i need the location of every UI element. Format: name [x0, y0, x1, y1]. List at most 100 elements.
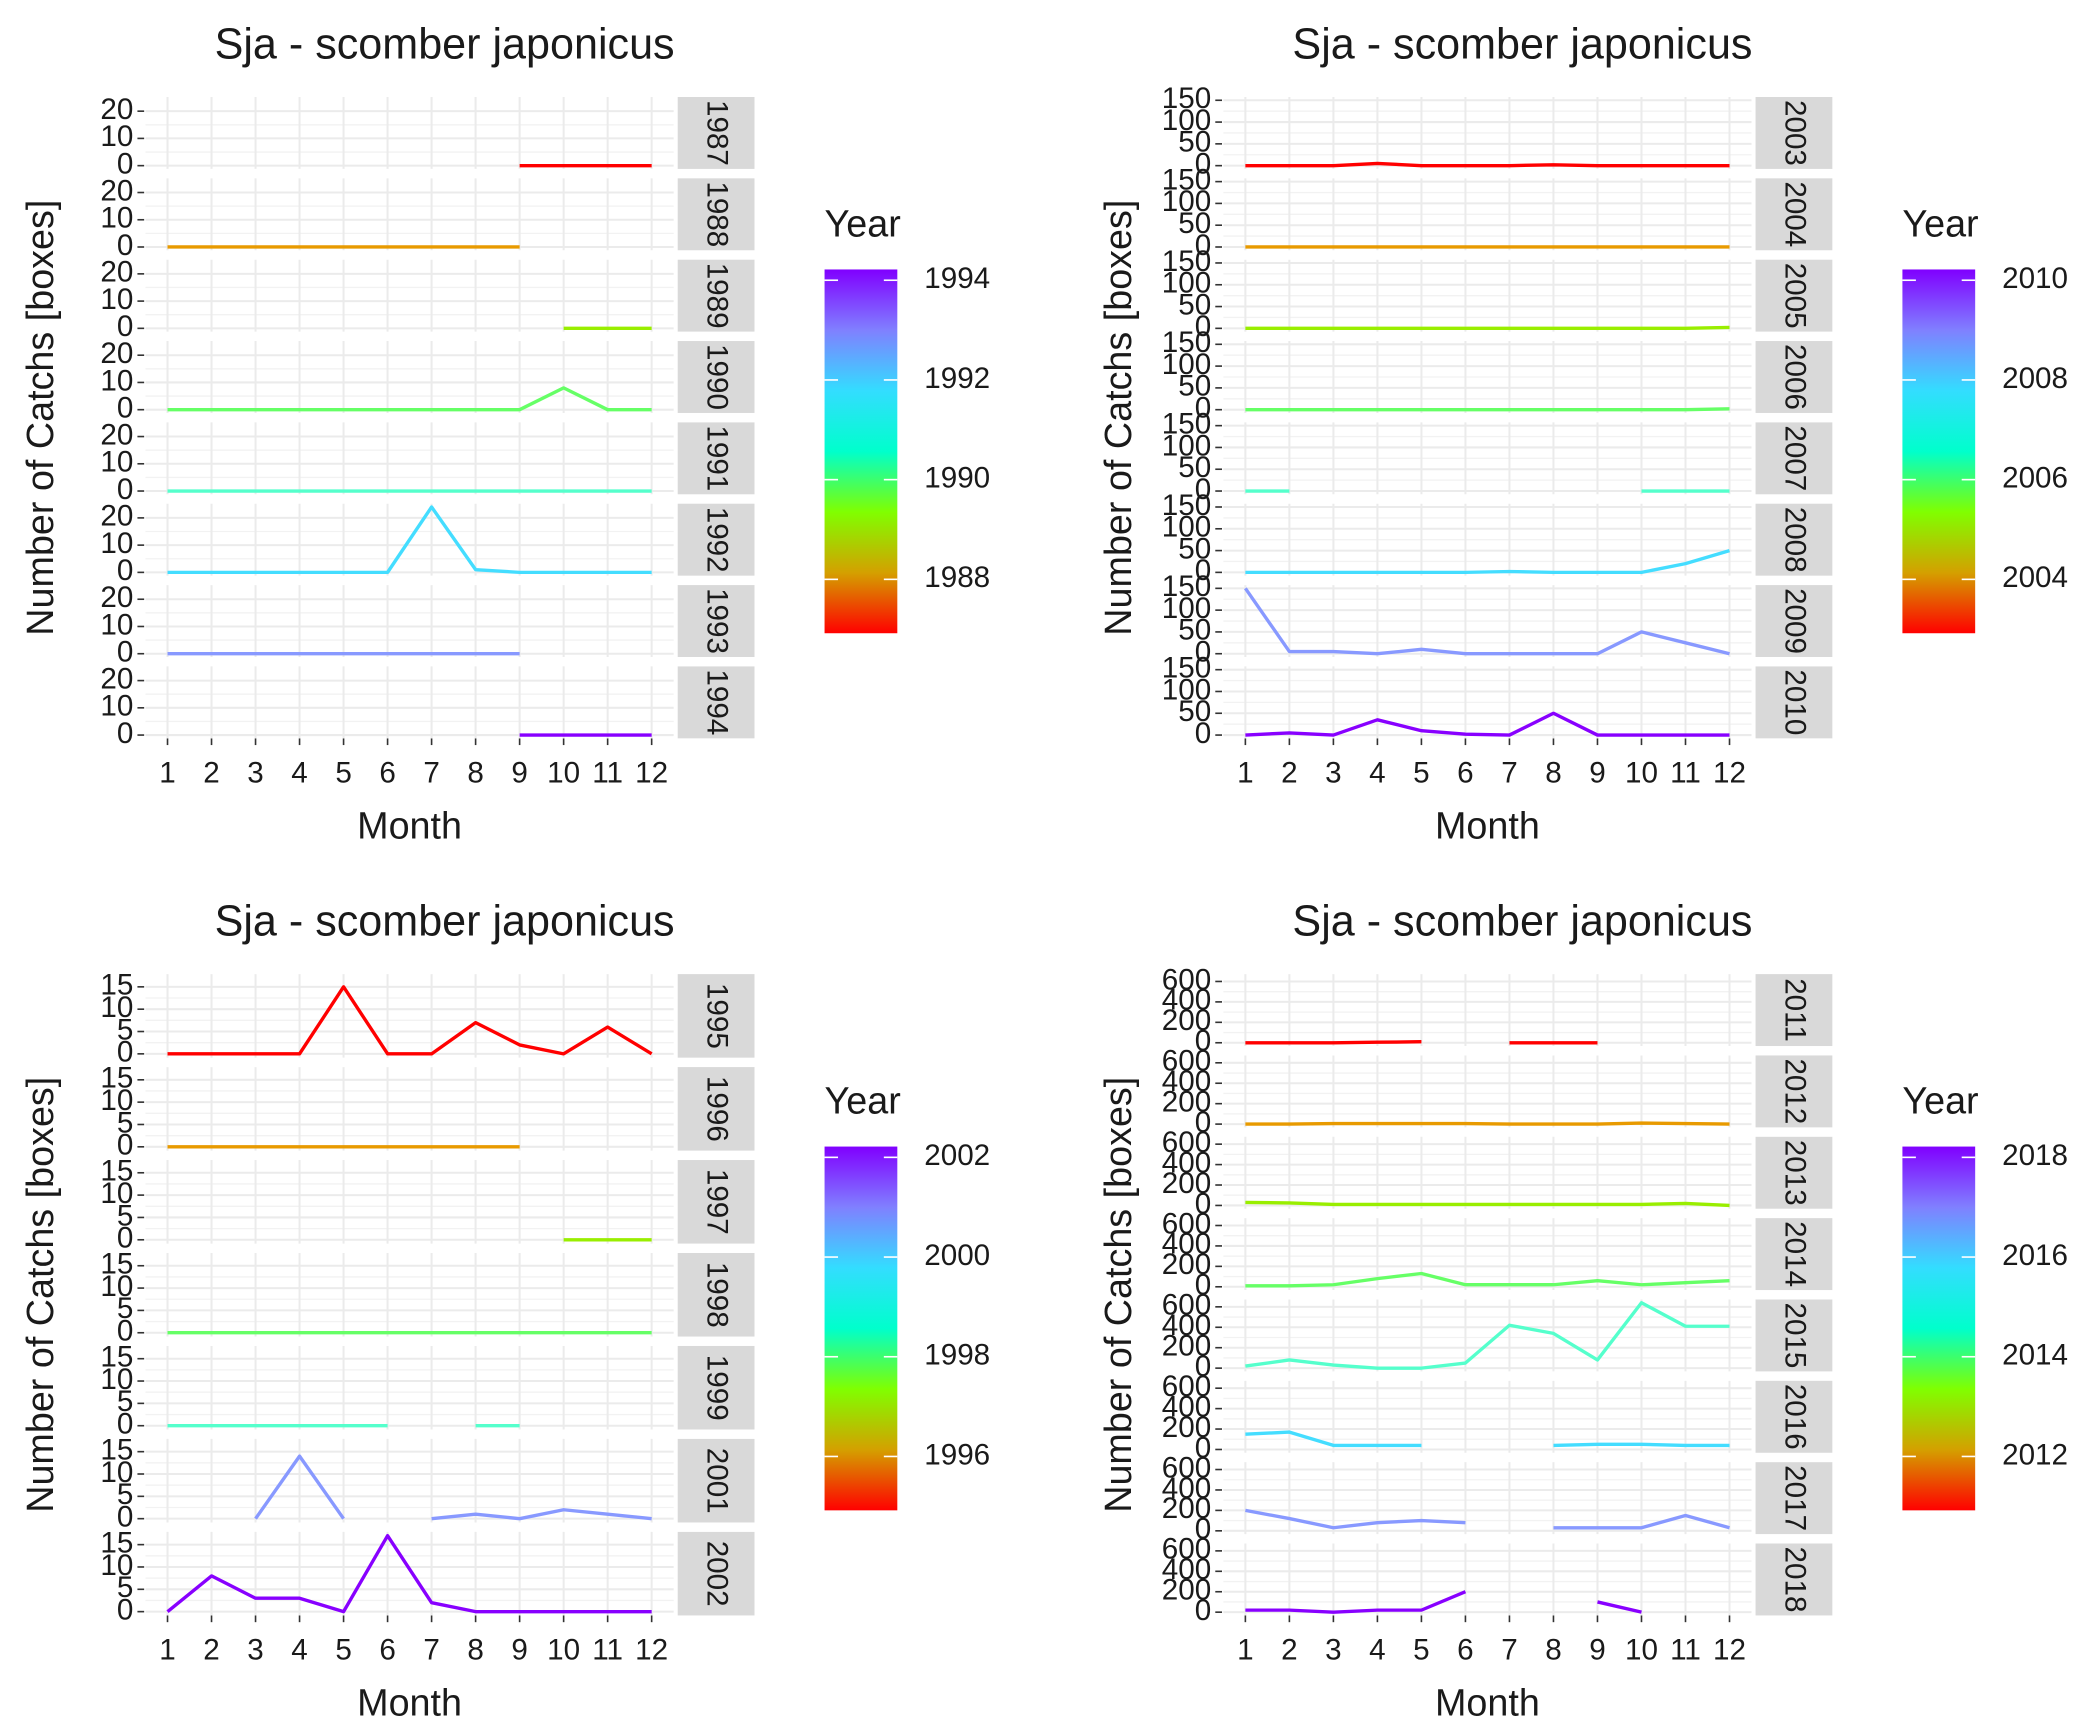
x-tick-label: 10 [547, 757, 580, 790]
x-tick-label: 3 [247, 1634, 263, 1667]
facet-strip [677, 1160, 755, 1244]
colorbar-tick-label: 2000 [924, 1239, 990, 1272]
x-tick-label: 8 [467, 1634, 483, 1667]
facet-strip [1755, 585, 1833, 657]
x-tick-label: 4 [291, 757, 307, 790]
strip-label: 2007 [1778, 425, 1811, 491]
y-tick-label: 15 [100, 1155, 133, 1188]
x-tick-label: 2 [203, 757, 219, 790]
facet-strip [677, 259, 755, 332]
y-tick-label: 15 [100, 1341, 133, 1374]
x-tick-label: 1 [1237, 757, 1253, 790]
y-tick-label: 20 [100, 500, 133, 533]
y-tick-label: 150 [1162, 326, 1211, 359]
series-line [167, 505, 652, 575]
x-tick-label: 7 [1501, 757, 1517, 790]
y-tick-label: 5 [117, 1478, 133, 1511]
y-tick-label: 0 [117, 147, 133, 180]
y-tick-label: 600 [1162, 1370, 1211, 1403]
series-line [254, 1454, 652, 1521]
strip-label: 2009 [1778, 588, 1811, 654]
legend-title: Year [1902, 1079, 1978, 1121]
chart: Sja - scomber japonicus Month Number of Ca… [1097, 898, 2068, 1724]
y-tick-label: 50 [1178, 207, 1211, 240]
x-tick-label: 4 [1369, 757, 1385, 790]
strip-label: 2013 [1778, 1140, 1811, 1206]
y-tick-label: 600 [1162, 1045, 1211, 1078]
y-tick-label: 200 [1162, 1085, 1211, 1118]
x-tick-label: 3 [247, 757, 263, 790]
x-tick-label: 3 [1325, 1634, 1341, 1667]
series-line [1245, 1200, 1730, 1208]
facet-strip [1755, 1218, 1833, 1291]
colorbar [824, 1146, 898, 1511]
y-tick-label: 200 [1162, 1574, 1211, 1607]
y-tick-label: 0 [117, 1036, 133, 1069]
x-tick-label: 4 [291, 1634, 307, 1667]
strip-label: 1993 [701, 588, 734, 654]
y-tick-label: 150 [1162, 652, 1211, 685]
strip-label: 2014 [1778, 1221, 1811, 1287]
strip-label: 1997 [701, 1169, 734, 1235]
facet-strip [677, 1253, 755, 1337]
y-tick-label: 600 [1162, 1289, 1211, 1322]
y-tick-label: 100 [1162, 267, 1211, 300]
x-axis-label: Month [357, 1682, 462, 1724]
facet-strip [677, 422, 755, 495]
facet-strip [1755, 341, 1833, 413]
y-tick-label: 0 [1195, 229, 1211, 262]
strip-label: 2008 [1778, 507, 1811, 573]
chart-title: Sja - scomber japonicus [1292, 21, 1752, 69]
y-tick-label: 0 [1195, 1350, 1211, 1383]
x-tick-label: 6 [1457, 757, 1473, 790]
strip-label: 1988 [701, 181, 734, 247]
y-tick-label: 10 [100, 1084, 133, 1117]
y-tick-label: 400 [1162, 1309, 1211, 1342]
x-tick-label: 4 [1369, 1634, 1385, 1667]
strip-label: 1998 [701, 1262, 734, 1328]
x-tick-label: 10 [1625, 757, 1658, 790]
y-tick-label: 150 [1162, 489, 1211, 522]
y-tick-label: 50 [1178, 614, 1211, 647]
colorbar-tick-label: 2004 [2002, 561, 2068, 594]
strip-label: 2006 [1778, 344, 1811, 410]
strip-label: 2010 [1778, 669, 1811, 735]
strip-label: 1990 [701, 344, 734, 410]
colorbar-tick-label: 2002 [924, 1139, 990, 1172]
y-tick-label: 10 [100, 120, 133, 153]
y-tick-label: 10 [100, 1363, 133, 1396]
facet-strip [677, 1067, 755, 1151]
x-tick-label: 1 [159, 757, 175, 790]
y-tick-label: 10 [100, 202, 133, 235]
y-tick-label: 100 [1162, 348, 1211, 381]
y-tick-label: 150 [1162, 570, 1211, 603]
x-tick-label: 9 [511, 1634, 527, 1667]
y-tick-label: 0 [117, 1408, 133, 1441]
strip-label: 1999 [701, 1355, 734, 1421]
strip-label: 1991 [701, 425, 734, 491]
series-line [1245, 711, 1730, 737]
y-tick-label: 10 [100, 1456, 133, 1489]
y-tick-label: 0 [1195, 310, 1211, 343]
y-tick-label: 200 [1162, 1492, 1211, 1525]
y-tick-label: 0 [117, 229, 133, 262]
strip-label: 1992 [701, 507, 734, 573]
y-tick-label: 15 [100, 969, 133, 1002]
y-tick-label: 10 [100, 608, 133, 641]
x-tick-label: 2 [203, 1634, 219, 1667]
y-tick-label: 50 [1178, 370, 1211, 403]
y-axis-label: Number of Catchs [boxes] [19, 200, 61, 636]
colorbar-tick-label: 2006 [2002, 461, 2068, 494]
chart: Sja - scomber japonicus Month Number of Ca… [19, 898, 990, 1724]
chart-title: Sja - scomber japonicus [215, 21, 675, 69]
colorbar-tick-label: 2016 [2002, 1239, 2068, 1272]
y-tick-label: 20 [100, 256, 133, 289]
